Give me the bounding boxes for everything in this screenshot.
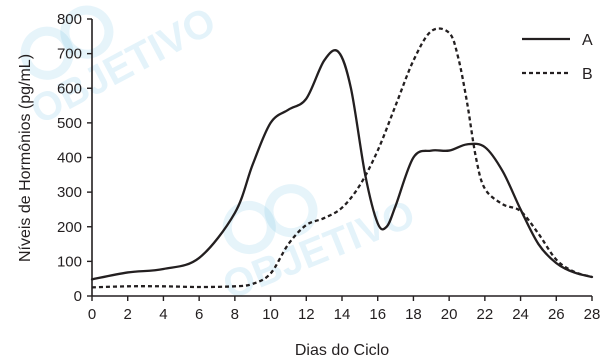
- x-tick-label: 10: [262, 306, 279, 323]
- x-tick-label: 12: [298, 306, 315, 323]
- y-tick-label: 0: [74, 288, 82, 305]
- x-tick-label: 26: [548, 306, 565, 323]
- x-tick-label: 2: [124, 306, 132, 323]
- legend: AB: [522, 32, 593, 83]
- y-tick-label: 800: [57, 11, 82, 28]
- series-line-b: [91, 27, 593, 289]
- x-tick-label: 22: [477, 306, 494, 323]
- x-tick-label: 6: [195, 306, 203, 323]
- legend-label-b: B: [582, 66, 593, 83]
- x-tick-label: 14: [334, 306, 351, 323]
- x-tick-label: 4: [159, 306, 167, 323]
- x-tick-label: 28: [584, 306, 601, 323]
- y-tick-label: 500: [57, 115, 82, 132]
- x-tick-label: 16: [369, 306, 386, 323]
- series-line-a: [90, 49, 594, 281]
- legend-label-a: A: [582, 32, 593, 49]
- axes: 0 2 4 6 8 10 12 14 16 18 20 22 24 26 28010020030040050…: [57, 11, 600, 323]
- y-tick-label: 300: [57, 184, 82, 201]
- x-tick-label: 20: [441, 306, 458, 323]
- y-axis-label: Níveis de Hormônios (pg/mL): [17, 54, 34, 262]
- x-tick-label: 24: [512, 306, 529, 323]
- watermark-logo-ring: [222, 201, 276, 255]
- x-tick-label: 0: [88, 306, 96, 323]
- y-tick-label: 600: [57, 80, 82, 97]
- x-tick-label: 8: [231, 306, 239, 323]
- watermark-center: OBJETIVO: [217, 184, 421, 308]
- watermark-text: OBJETIVO: [24, 0, 223, 133]
- series-layer: [90, 27, 594, 289]
- y-tick-label: 200: [57, 219, 82, 236]
- watermark-top-left: OBJETIVO: [20, 0, 223, 133]
- y-tick-label: 100: [57, 253, 82, 270]
- x-axis-label: Dias do Ciclo: [295, 342, 389, 358]
- watermark-logo-ring: [60, 5, 114, 59]
- y-tick-label: 700: [57, 46, 82, 63]
- x-tick-label: 18: [405, 306, 422, 323]
- y-tick-label: 400: [57, 150, 82, 167]
- watermark-logo-ring: [20, 26, 74, 80]
